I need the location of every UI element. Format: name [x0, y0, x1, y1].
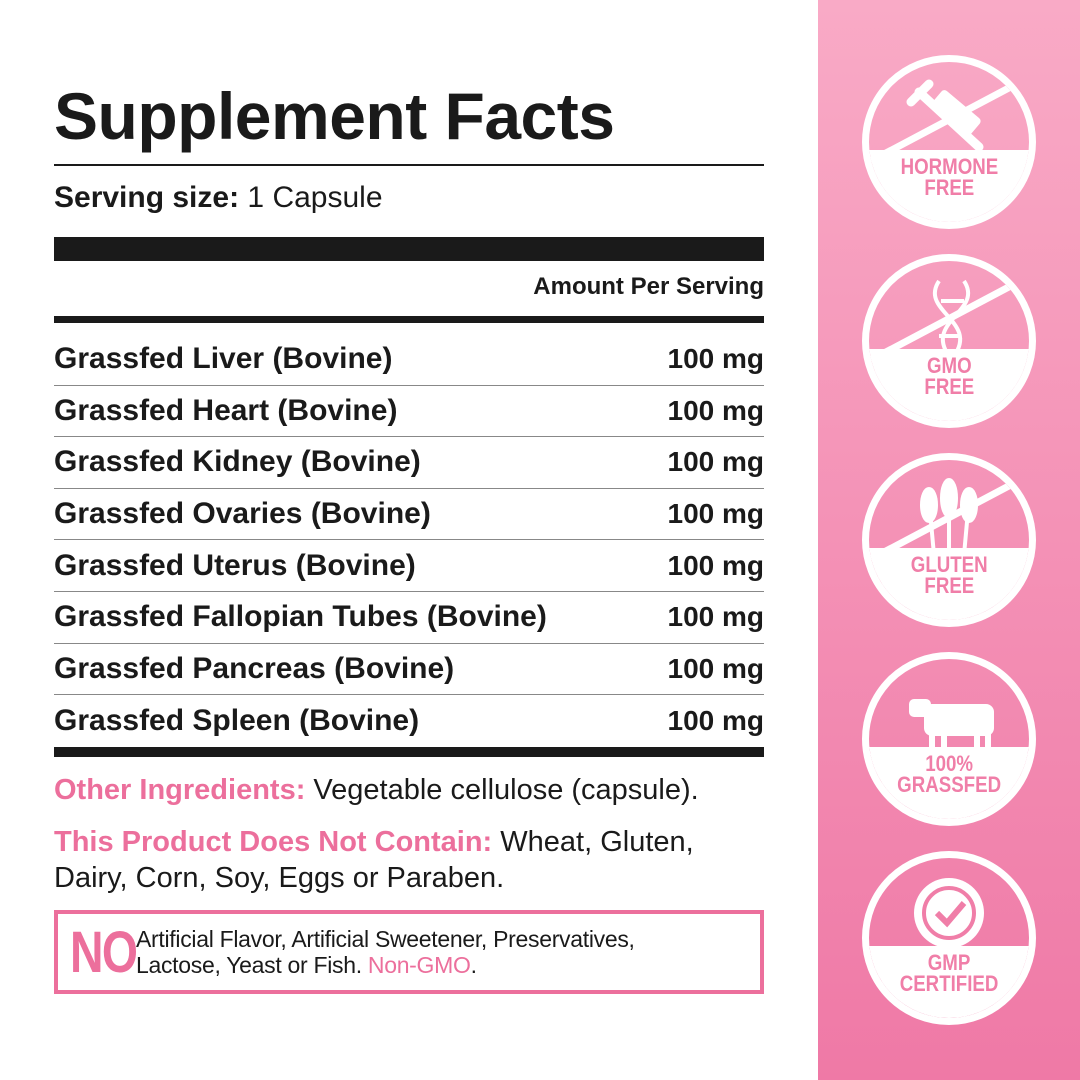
badge-line-1: 100% — [925, 751, 973, 776]
ingredient-name: Grassfed Uterus (Bovine) — [54, 548, 416, 582]
badge-line-2: CERTIFIED — [899, 971, 999, 996]
ingredient-amount: 100 mg — [667, 498, 765, 530]
ingredient-amount: 100 mg — [667, 549, 765, 581]
period: . — [470, 952, 477, 978]
ingredient-row: Grassfed Pancreas (Bovine) 100 mg — [54, 644, 764, 696]
ingredient-amount: 100 mg — [667, 343, 765, 375]
thick-divider — [54, 237, 764, 261]
serving-label: Serving size: — [54, 181, 240, 214]
other-value: Vegetable cellulose (capsule). — [313, 774, 699, 806]
ingredient-amount: 100 mg — [667, 446, 765, 478]
ingredient-row: Grassfed Liver (Bovine) 100 mg — [54, 334, 764, 386]
no-line-2: Lactose, Yeast or Fish. — [136, 952, 362, 978]
ingredient-name: Grassfed Liver (Bovine) — [54, 342, 393, 376]
ingredient-amount: 100 mg — [667, 652, 765, 684]
contain-label: This Product Does Not Contain: — [54, 826, 493, 858]
ingredient-name: Grassfed Fallopian Tubes (Bovine) — [54, 600, 547, 634]
badge-line-2: FREE — [924, 374, 974, 399]
badge-hormone: HORMONE FREE — [862, 55, 1036, 229]
badge-line-2: FREE — [924, 175, 974, 200]
badge-line-2: FREE — [924, 573, 974, 598]
other-label: Other Ingredients: — [54, 774, 306, 806]
badge-line-1: GMO — [926, 353, 972, 378]
syringe-icon — [869, 73, 1029, 162]
check-seal-icon — [914, 878, 984, 948]
badge-gmp: GMP CERTIFIED — [862, 851, 1036, 1025]
page-title: Supplement Facts — [54, 79, 615, 153]
ingredient-row: Grassfed Uterus (Bovine) 100 mg — [54, 540, 764, 592]
ingredient-amount: 100 mg — [667, 704, 765, 736]
cow-icon — [909, 699, 994, 756]
no-additives-box: NO Artificial Flavor, Artificial Sweeten… — [54, 910, 764, 994]
serving-size: Serving size: 1 Capsule — [54, 181, 383, 215]
ingredient-amount: 100 mg — [667, 601, 765, 633]
ingredient-name: Grassfed Spleen (Bovine) — [54, 703, 420, 737]
ingredient-name: Grassfed Kidney (Bovine) — [54, 445, 421, 479]
badge-gluten: GLUTEN FREE — [862, 453, 1036, 627]
wheat-icon — [869, 471, 1029, 560]
badge-100: 100% GRASSFED — [862, 652, 1036, 826]
no-additives-text: Artificial Flavor, Artificial Sweetener,… — [136, 926, 635, 978]
amount-header: Amount Per Serving — [533, 273, 764, 300]
does-not-contain: This Product Does Not Contain: Wheat, Gl… — [54, 824, 764, 896]
ingredient-row: Grassfed Spleen (Bovine) 100 mg — [54, 695, 764, 747]
non-gmo: Non-GMO — [367, 952, 471, 978]
ingredient-table: Grassfed Liver (Bovine) 100 mg Grassfed He… — [54, 334, 764, 747]
dna-icon — [869, 272, 1029, 361]
badge-line-1: HORMONE — [900, 154, 998, 179]
ingredient-name: Grassfed Pancreas (Bovine) — [54, 651, 455, 685]
ingredient-row: Grassfed Heart (Bovine) 100 mg — [54, 386, 764, 438]
badge-line-1: GMP — [927, 950, 971, 975]
ingredient-name: Grassfed Heart (Bovine) — [54, 393, 398, 427]
badge-panel: HORMONE FREE GMO FREE GLUTEN FREE 100% GRASSFED… — [818, 0, 1080, 1080]
ingredient-row: Grassfed Ovaries (Bovine) 100 mg — [54, 489, 764, 541]
no-line-1: Artificial Flavor, Artificial Sweetener,… — [136, 926, 635, 952]
badge-line-2: GRASSFED — [897, 772, 1001, 797]
divider — [54, 164, 764, 166]
serving-value: 1 Capsule — [247, 181, 383, 214]
ingredient-row: Grassfed Kidney (Bovine) 100 mg — [54, 437, 764, 489]
ingredient-row: Grassfed Fallopian Tubes (Bovine) 100 mg — [54, 592, 764, 644]
contain-value: Wheat, Gluten, Dairy, Corn, Soy, Eggs or… — [54, 826, 694, 894]
ingredient-amount: 100 mg — [667, 394, 765, 426]
ingredient-name: Grassfed Ovaries (Bovine) — [54, 497, 431, 531]
divider — [54, 316, 764, 323]
thick-divider — [54, 747, 764, 757]
badge-line-1: GLUTEN — [910, 552, 988, 577]
other-ingredients: Other Ingredients: Vegetable cellulose (… — [54, 774, 699, 807]
no-label: NO — [70, 919, 138, 985]
badge-gmo: GMO FREE — [862, 254, 1036, 428]
